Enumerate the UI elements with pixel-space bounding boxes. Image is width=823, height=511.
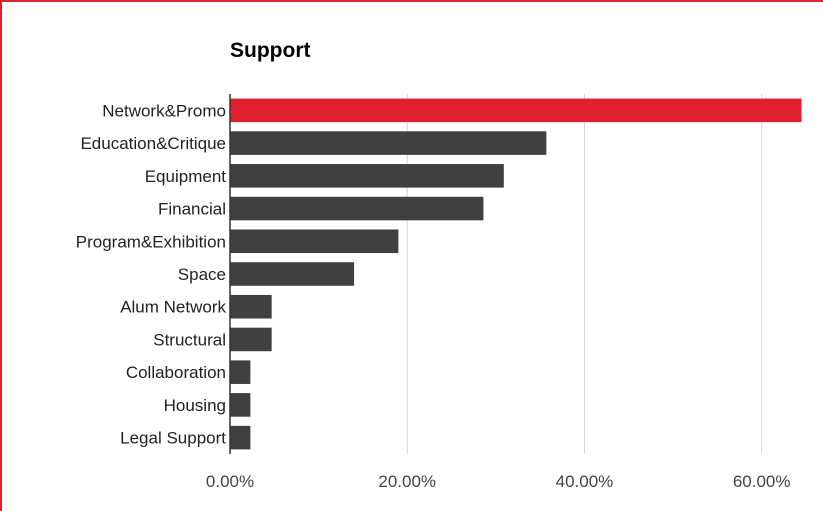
bar: [230, 196, 484, 221]
x-tick-label: 20.00%: [378, 472, 436, 491]
bars: [230, 98, 802, 450]
category-label: Education&Critique: [80, 134, 226, 153]
category-label: Equipment: [145, 167, 227, 186]
bar: [230, 131, 547, 155]
x-tick-label: 0.00%: [206, 472, 254, 491]
bar: [230, 360, 251, 384]
category-label: Network&Promo: [102, 101, 226, 120]
bar: [230, 164, 504, 188]
bar: [230, 229, 399, 254]
category-label: Program&Exhibition: [76, 232, 226, 251]
bar: [230, 98, 802, 123]
x-axis-ticks: 0.00% 20.00% 40.00% 60.00%: [206, 472, 791, 491]
category-labels: Network&Promo Education&Critique Equipment…: [76, 101, 227, 447]
bar: [230, 262, 355, 286]
category-label: Structural: [153, 330, 226, 349]
bar: [230, 294, 272, 319]
bar: [230, 327, 272, 352]
bar: [230, 393, 251, 417]
category-label: Collaboration: [126, 363, 226, 382]
chart-title: Support: [230, 39, 310, 62]
x-tick-label: 40.00%: [556, 472, 614, 491]
category-label: Legal Support: [120, 429, 226, 448]
x-tick-label: 60.00%: [733, 472, 791, 491]
category-label: Space: [178, 265, 226, 284]
category-label: Financial: [158, 200, 226, 219]
bar: [230, 425, 251, 450]
category-label: Alum Network: [120, 298, 226, 317]
category-label: Housing: [164, 396, 226, 415]
